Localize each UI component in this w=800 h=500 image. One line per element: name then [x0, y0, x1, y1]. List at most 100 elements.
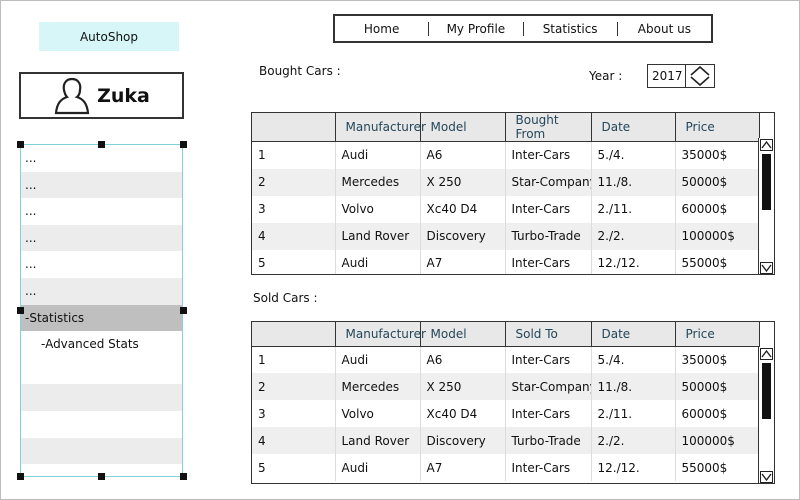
resize-handle[interactable] [17, 307, 24, 314]
table-cell: 60000$ [675, 195, 760, 223]
column-header[interactable]: Date [591, 113, 676, 142]
column-header[interactable]: Sold To [505, 322, 592, 347]
table-cell: 2 [252, 168, 336, 196]
resize-handle[interactable] [17, 473, 24, 480]
table-cell: 3 [252, 195, 336, 223]
table-cell: A7 [420, 249, 506, 274]
table-cell: Inter-Cars [505, 400, 592, 427]
sidebar-item[interactable]: ... [21, 277, 182, 305]
column-header[interactable] [252, 113, 336, 142]
table-row[interactable]: 4 Land Rover Discovery Turbo-Trade 2./2. 1000… [252, 222, 760, 250]
column-header[interactable]: Date [591, 322, 676, 347]
column-header[interactable] [252, 322, 336, 347]
scroll-thumb[interactable] [762, 363, 771, 419]
table-cell: Inter-Cars [505, 195, 592, 223]
table-row[interactable]: 5 Audi A7 Inter-Cars 12./12. 55000$ [252, 249, 760, 274]
table-cell: Discovery [420, 427, 506, 454]
table-cell: 2./2. [591, 427, 676, 454]
table-cell: 2./11. [591, 195, 676, 223]
table-row[interactable]: 5 Audi A7 Inter-Cars 12./12. 55000$ [252, 454, 760, 481]
table-row[interactable]: 3 Volvo Xc40 D4 Inter-Cars 2./11. 60000$ [252, 400, 760, 427]
sidebar-item[interactable]: ... [25, 204, 37, 219]
table-cell: Audi [335, 249, 421, 274]
bought-table-scrollbar[interactable] [758, 138, 774, 274]
column-header[interactable]: Model [420, 322, 506, 347]
scroll-down-icon[interactable] [760, 471, 773, 483]
table-cell: Mercedes [335, 168, 421, 196]
column-header[interactable]: Manufacturer [335, 322, 426, 347]
table-cell: 55000$ [675, 454, 760, 481]
table-cell: Xc40 D4 [420, 400, 506, 427]
table-cell: 11./8. [591, 168, 676, 196]
scroll-thumb[interactable] [762, 154, 771, 210]
resize-handle[interactable] [180, 141, 187, 148]
column-header[interactable]: Manufacturer [335, 113, 426, 142]
table-cell: 11./8. [591, 373, 676, 400]
column-header[interactable]: Model [420, 113, 506, 142]
sidebar-item[interactable]: ... [25, 257, 37, 272]
scroll-up-icon[interactable] [760, 348, 773, 360]
table-cell: Turbo-Trade [505, 427, 592, 454]
spin-down-icon[interactable] [689, 76, 711, 86]
table-cell: Inter-Cars [505, 346, 592, 373]
user-profile-box[interactable]: Zuka [19, 72, 184, 119]
table-cell: 50000$ [675, 373, 760, 400]
table-cell: X 250 [420, 168, 506, 196]
nav-about-us[interactable]: About us [637, 21, 691, 36]
sidebar-item[interactable]: -Advanced Stats [41, 337, 139, 352]
sidebar-item[interactable] [21, 384, 182, 411]
table-cell: A7 [420, 454, 506, 481]
column-header[interactable]: Price [675, 113, 760, 142]
sidebar-item[interactable] [21, 437, 182, 465]
sidebar-item[interactable] [21, 358, 182, 385]
user-name: Zuka [97, 84, 150, 107]
column-header[interactable]: Bought From [505, 113, 592, 142]
resize-handle[interactable] [17, 141, 24, 148]
resize-handle[interactable] [98, 141, 105, 148]
sidebar-list[interactable]: .................. -Statistics -Advanced S… [20, 144, 183, 477]
nav-divider [616, 21, 618, 36]
column-header[interactable]: Price [675, 322, 760, 347]
table-cell: Inter-Cars [505, 454, 592, 481]
sidebar-item[interactable]: ... [21, 224, 182, 252]
sidebar-item[interactable]: ... [21, 171, 182, 199]
sidebar-item[interactable]: -Statistics [21, 304, 182, 332]
resize-handle[interactable] [180, 307, 187, 314]
nav-my-profile[interactable]: My Profile [446, 21, 506, 36]
nav-statistics[interactable]: Statistics [542, 21, 598, 36]
table-cell: Volvo [335, 400, 421, 427]
table-cell: Star-Company [505, 168, 592, 196]
sidebar-item[interactable]: ... [25, 151, 37, 165]
table-cell: 1 [252, 346, 336, 373]
sidebar-item[interactable] [21, 411, 182, 438]
scroll-up-icon[interactable] [760, 139, 773, 151]
table-row[interactable]: 2 Mercedes X 250 Star-Company 11./8. 50000$ [252, 168, 760, 196]
table-cell: Audi [335, 141, 421, 169]
table-cell: Volvo [335, 195, 421, 223]
scroll-down-icon[interactable] [760, 262, 773, 274]
table-cell: 2./11. [591, 400, 676, 427]
top-nav: Home My Profile Statistics About us [333, 14, 713, 43]
table-cell: 5./4. [591, 346, 676, 373]
table-cell: Xc40 D4 [420, 195, 506, 223]
resize-handle[interactable] [98, 473, 105, 480]
table-cell: Audi [335, 454, 421, 481]
table-row[interactable]: 4 Land Rover Discovery Turbo-Trade 2./2. 1000… [252, 427, 760, 454]
sold-table-scrollbar[interactable] [758, 347, 774, 483]
year-value[interactable]: 2017 [648, 65, 686, 87]
table-row[interactable]: 1 Audi A6 Inter-Cars 5./4. 35000$ [252, 346, 760, 373]
table-cell: 12./12. [591, 454, 676, 481]
table-row[interactable]: 3 Volvo Xc40 D4 Inter-Cars 2./11. 60000$ [252, 195, 760, 223]
year-stepper[interactable]: 2017 [647, 64, 715, 88]
table-cell: X 250 [420, 373, 506, 400]
resize-handle[interactable] [180, 473, 187, 480]
table-row[interactable]: 2 Mercedes X 250 Star-Company 11./8. 50000$ [252, 373, 760, 400]
table-row[interactable]: 1 Audi A6 Inter-Cars 5./4. 35000$ [252, 141, 760, 169]
table-cell: Mercedes [335, 373, 421, 400]
table-cell: 1 [252, 141, 336, 169]
table-cell: 60000$ [675, 400, 760, 427]
table-cell: Turbo-Trade [505, 222, 592, 250]
nav-home[interactable]: Home [363, 21, 400, 36]
table-cell: 5 [252, 454, 336, 481]
spin-up-icon[interactable] [689, 66, 711, 76]
